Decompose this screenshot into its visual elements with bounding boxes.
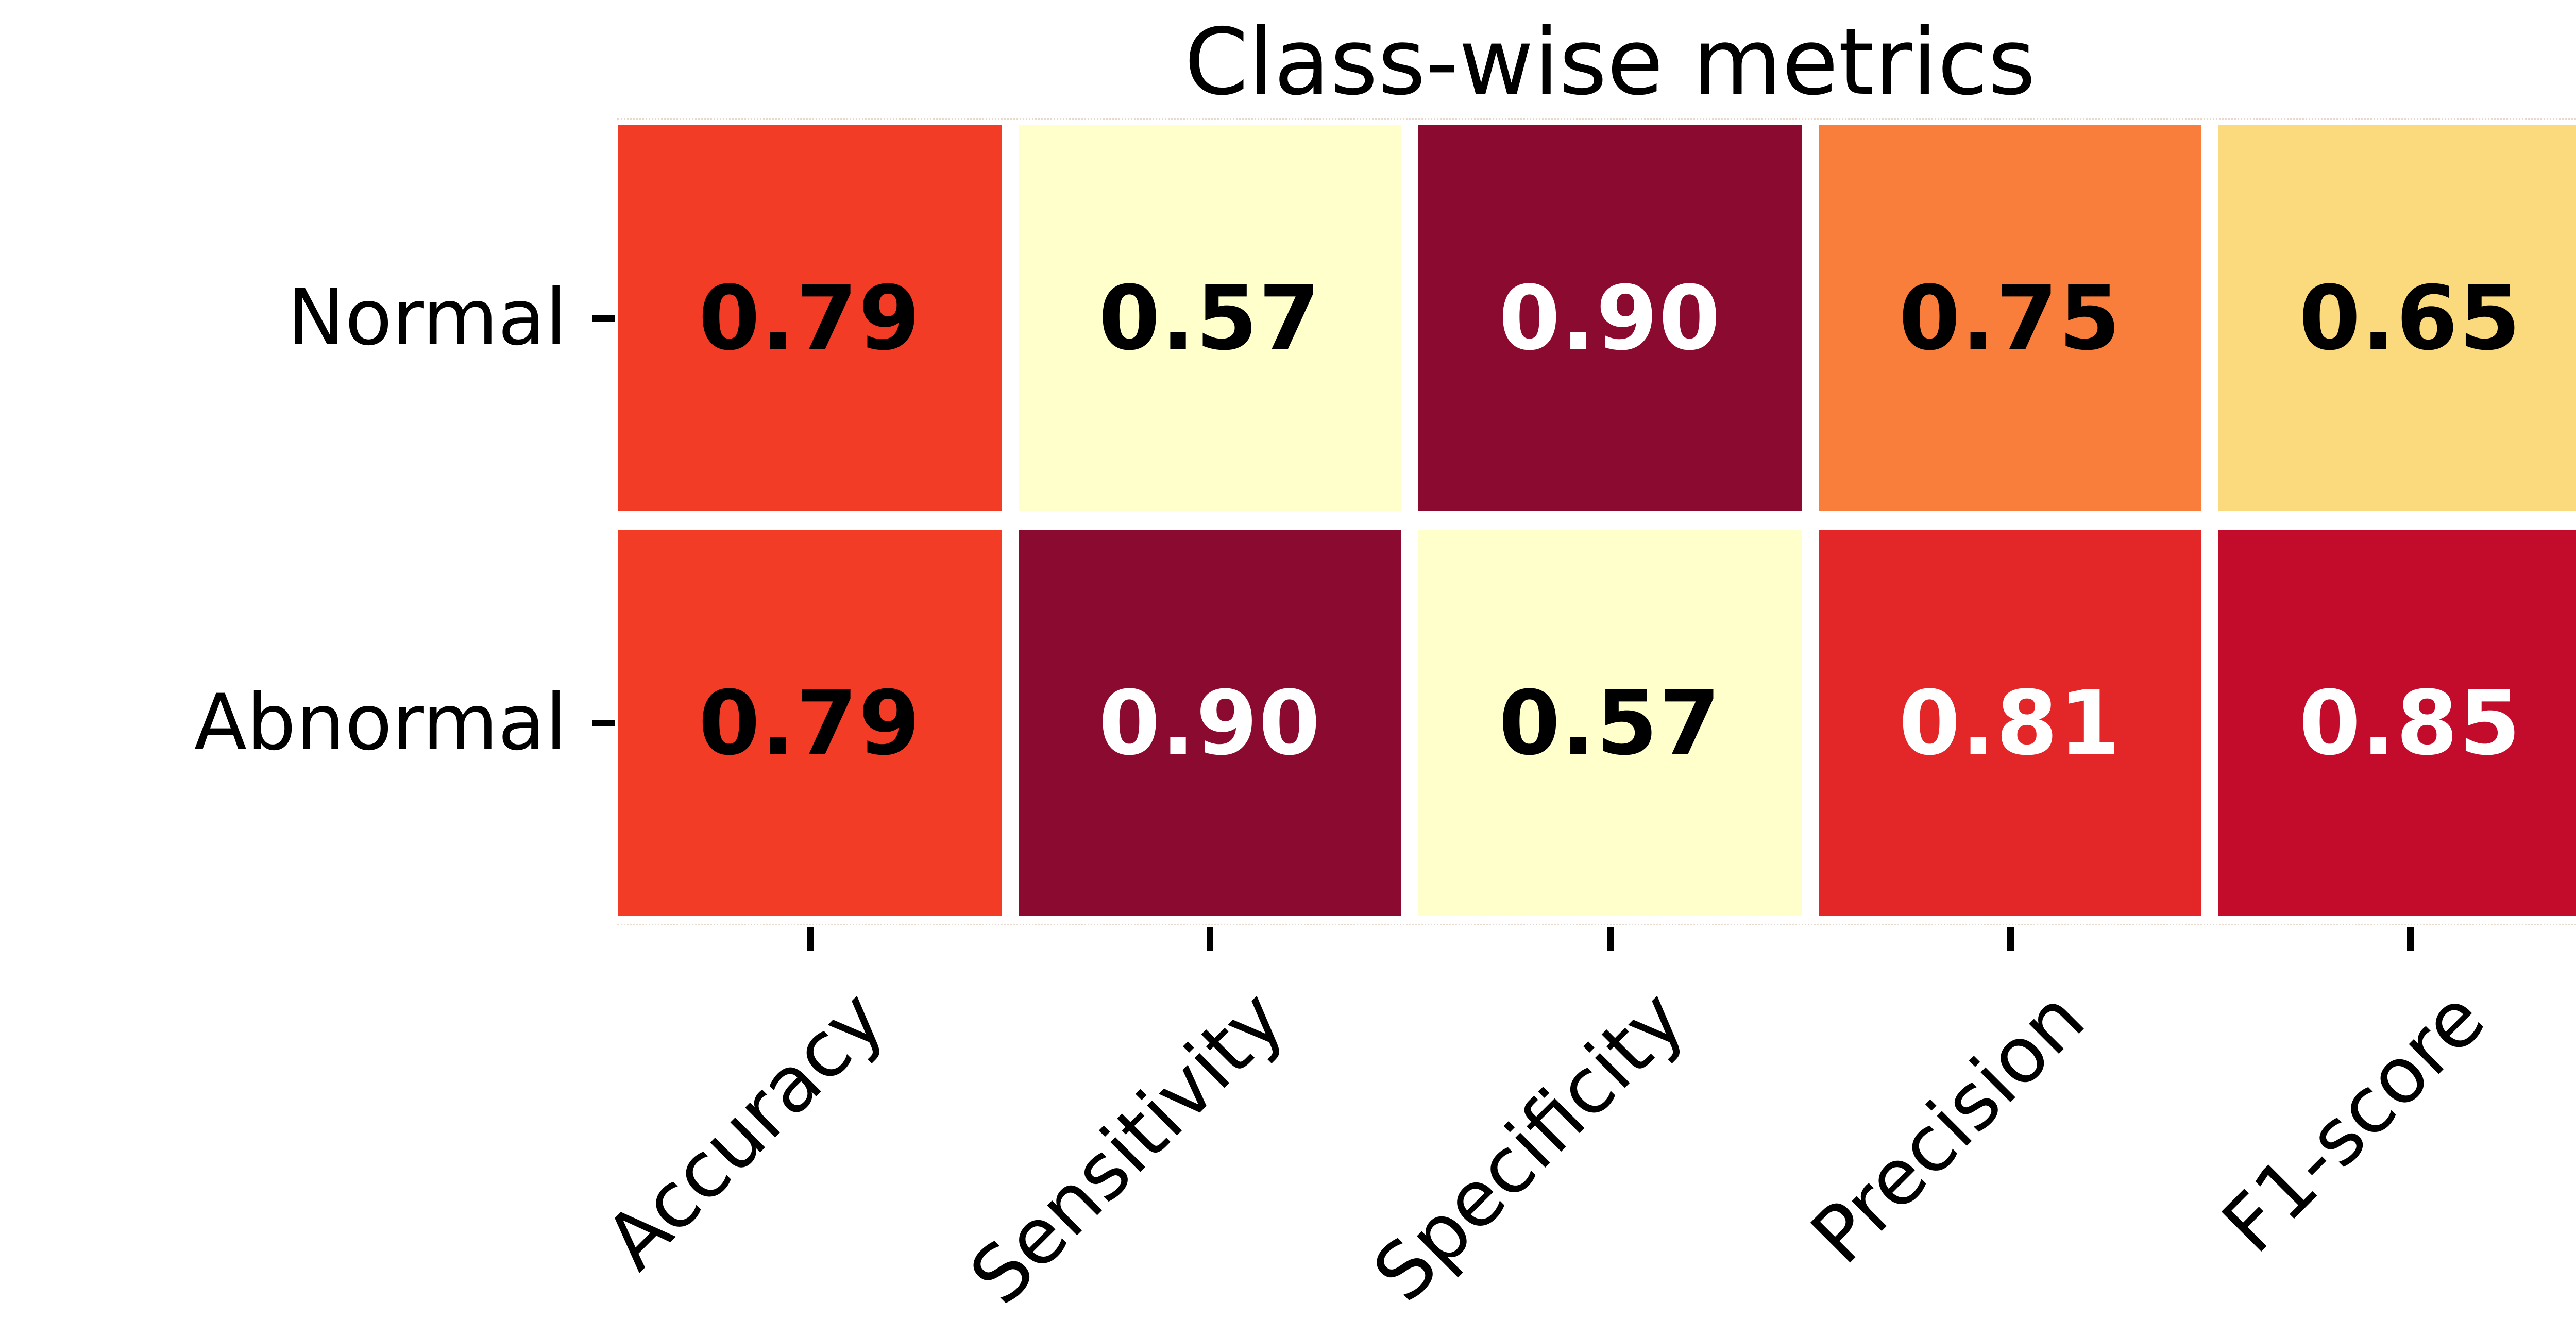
heatmap-cell-normal-sensitivity: 0.57: [1018, 125, 1402, 511]
x-tick-accuracy: [806, 927, 814, 951]
col-label-f1-score: F1-score: [2206, 974, 2502, 1270]
col-label-precision: Precision: [1794, 974, 2102, 1281]
x-tick-f1-score: [2407, 927, 2414, 951]
heatmap-cell-normal-f1-score: 0.65: [2218, 125, 2576, 511]
heatmap-cell-abnormal-accuracy: 0.79: [618, 530, 1002, 916]
heatmap-cell-abnormal-specificity: 0.57: [1418, 530, 1802, 916]
axes-top-spine: [617, 118, 2576, 120]
heatmap-cell-abnormal-precision: 0.81: [1818, 530, 2202, 916]
heatmap-cell-abnormal-f1-score: 0.85: [2218, 530, 2576, 916]
x-tick-sensitivity: [1207, 927, 1214, 951]
heatmap-cell-normal-accuracy: 0.79: [618, 125, 1002, 511]
heatmap-cell-abnormal-sensitivity: 0.90: [1018, 530, 1402, 916]
row-label-abnormal: Abnormal: [194, 678, 567, 768]
heatmap-cell-normal-specificity: 0.90: [1418, 125, 1802, 511]
col-label-accuracy: Accuracy: [588, 974, 902, 1287]
row-label-normal: Normal: [287, 273, 567, 363]
heatmap-grid: 0.79 0.57 0.90 0.75 0.65 0.79 0.90 0.57 0.81 0.85: [618, 125, 2576, 916]
y-tick-abnormal: [592, 720, 615, 726]
axes-bottom-spine: [617, 924, 2576, 925]
y-tick-normal: [592, 315, 615, 322]
x-tick-specificity: [1607, 927, 1614, 951]
col-label-specificity: Specificity: [1357, 974, 1702, 1319]
col-label-sensitivity: Sensitivity: [954, 974, 1302, 1319]
heatmap-cell-normal-precision: 0.75: [1818, 125, 2202, 511]
chart-title: Class-wise metrics: [1184, 9, 2036, 115]
x-tick-precision: [2007, 927, 2014, 951]
